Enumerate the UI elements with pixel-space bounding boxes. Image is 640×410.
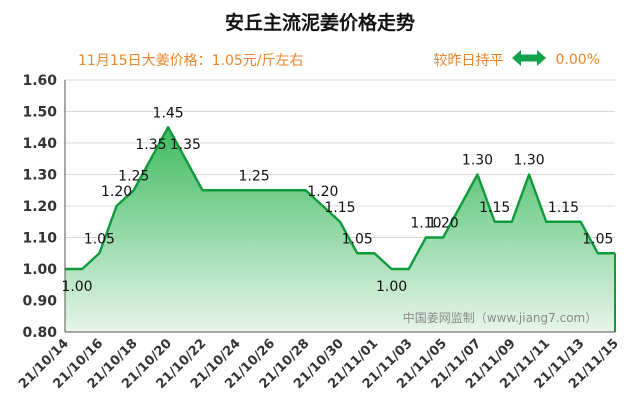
data-label: 1.10 [410,216,441,232]
data-label: 1.05 [342,231,373,247]
y-tick-label: 1.10 [22,231,57,247]
data-label: 1.30 [462,153,493,169]
y-tick-label: 1.00 [22,262,57,278]
data-label: 1.35 [135,137,166,153]
change-label: 较昨日持平 [433,53,504,69]
data-label: 1.45 [153,105,184,121]
y-tick-label: 0.80 [22,325,57,341]
price-area [65,127,615,332]
watermark: 中国姜网监制（www.jiang7.com） [403,310,597,325]
data-label: 1.15 [479,200,510,216]
data-label: 1.35 [170,137,201,153]
chart-title: 安丘主流泥姜价格走势 [224,12,415,34]
double-arrow-icon [511,50,546,70]
data-label: 1.00 [376,279,407,295]
data-label: 1.20 [307,184,338,200]
y-tick-label: 1.40 [22,136,57,152]
data-label: 1.25 [118,168,149,184]
y-tick-label: 1.60 [22,73,57,89]
data-label: 1.20 [428,216,459,232]
y-tick-label: 1.20 [22,199,57,215]
y-tick-label: 1.30 [22,168,57,184]
change-value: 0.00% [555,52,600,68]
data-label: 1.05 [84,231,115,247]
change-indicator: 较昨日持平 0.00% [434,50,600,70]
data-label: 1.30 [513,153,544,169]
price-line [65,126,615,271]
data-label: 1.00 [61,279,92,295]
price-note: 11月15日大姜价格：1.05元/斤左右 [78,53,304,69]
data-label: 1.15 [324,200,355,216]
y-tick-label: 1.50 [22,105,57,121]
y-tick-label: 0.90 [22,294,57,310]
data-label: 1.20 [101,184,132,200]
data-label: 1.25 [238,168,269,184]
data-label: 1.05 [582,231,613,247]
data-label: 1.15 [548,200,579,216]
